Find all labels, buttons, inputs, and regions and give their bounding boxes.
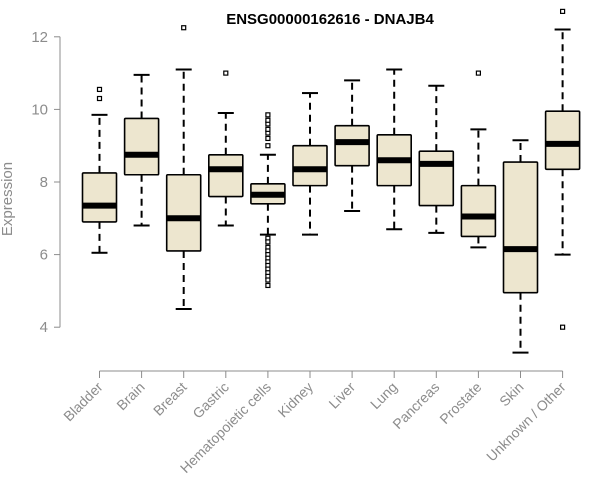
outlier-point xyxy=(181,25,187,31)
iqr-box xyxy=(165,173,202,252)
box-lung xyxy=(376,68,413,231)
x-tick-label: Breast xyxy=(150,379,190,419)
outlier-point xyxy=(559,324,566,330)
y-axis-label: Expression xyxy=(0,162,16,236)
iqr-box xyxy=(460,184,497,238)
iqr-box xyxy=(292,144,328,187)
outlier-point xyxy=(475,70,481,76)
iqr-box xyxy=(502,161,539,294)
y-tick-label: 4 xyxy=(40,319,48,336)
iqr-box xyxy=(208,153,244,198)
box-brain xyxy=(123,73,160,227)
x-tick-label: Brain xyxy=(113,379,147,413)
iqr-box xyxy=(81,172,118,223)
box-series xyxy=(81,8,581,354)
outlier-point xyxy=(265,239,271,245)
iqr-box xyxy=(334,124,370,167)
box-prostate xyxy=(460,70,497,249)
box-breast xyxy=(165,25,202,311)
x-tick-label: Unknown / Other xyxy=(483,379,569,465)
x-tick-label: Pancreas xyxy=(389,379,442,432)
box-hematopoietic-cells xyxy=(250,112,286,289)
box-liver xyxy=(334,79,370,213)
outlier-point xyxy=(265,112,271,118)
outlier-point xyxy=(265,282,271,289)
outlier-point xyxy=(223,70,229,76)
y-tick-label: 8 xyxy=(40,174,48,191)
y-axis: 4 6 8 10 12 xyxy=(31,29,61,336)
box-skin xyxy=(502,139,539,354)
box-gastric xyxy=(208,70,244,227)
outlier-point xyxy=(265,143,271,149)
outlier-point xyxy=(265,135,271,142)
outlier-point xyxy=(265,277,271,283)
outlier-point xyxy=(96,86,103,93)
x-tick-label: Liver xyxy=(325,379,358,412)
outlier-point xyxy=(265,117,271,123)
y-tick-label: 6 xyxy=(40,247,48,264)
x-tick-label: Lung xyxy=(367,379,400,412)
box-kidney xyxy=(292,92,328,236)
y-tick-label: 12 xyxy=(31,29,48,46)
iqr-box xyxy=(418,150,455,207)
iqr-box xyxy=(544,110,581,171)
box-bladder xyxy=(81,86,118,254)
y-tick-label: 10 xyxy=(31,101,48,118)
outlier-point xyxy=(96,95,103,102)
chart-title: ENSG00000162616 - DNAJB4 xyxy=(226,11,434,28)
x-tick-label: Kidney xyxy=(275,379,317,421)
box-unknown-other xyxy=(544,8,581,330)
x-tick-label: Prostate xyxy=(436,379,484,427)
outlier-point xyxy=(265,126,271,132)
x-tick-label: Bladder xyxy=(60,379,106,425)
box-pancreas xyxy=(418,84,455,234)
x-tick-label: Skin xyxy=(496,379,527,410)
outlier-point xyxy=(559,8,566,14)
iqr-box xyxy=(123,117,160,176)
